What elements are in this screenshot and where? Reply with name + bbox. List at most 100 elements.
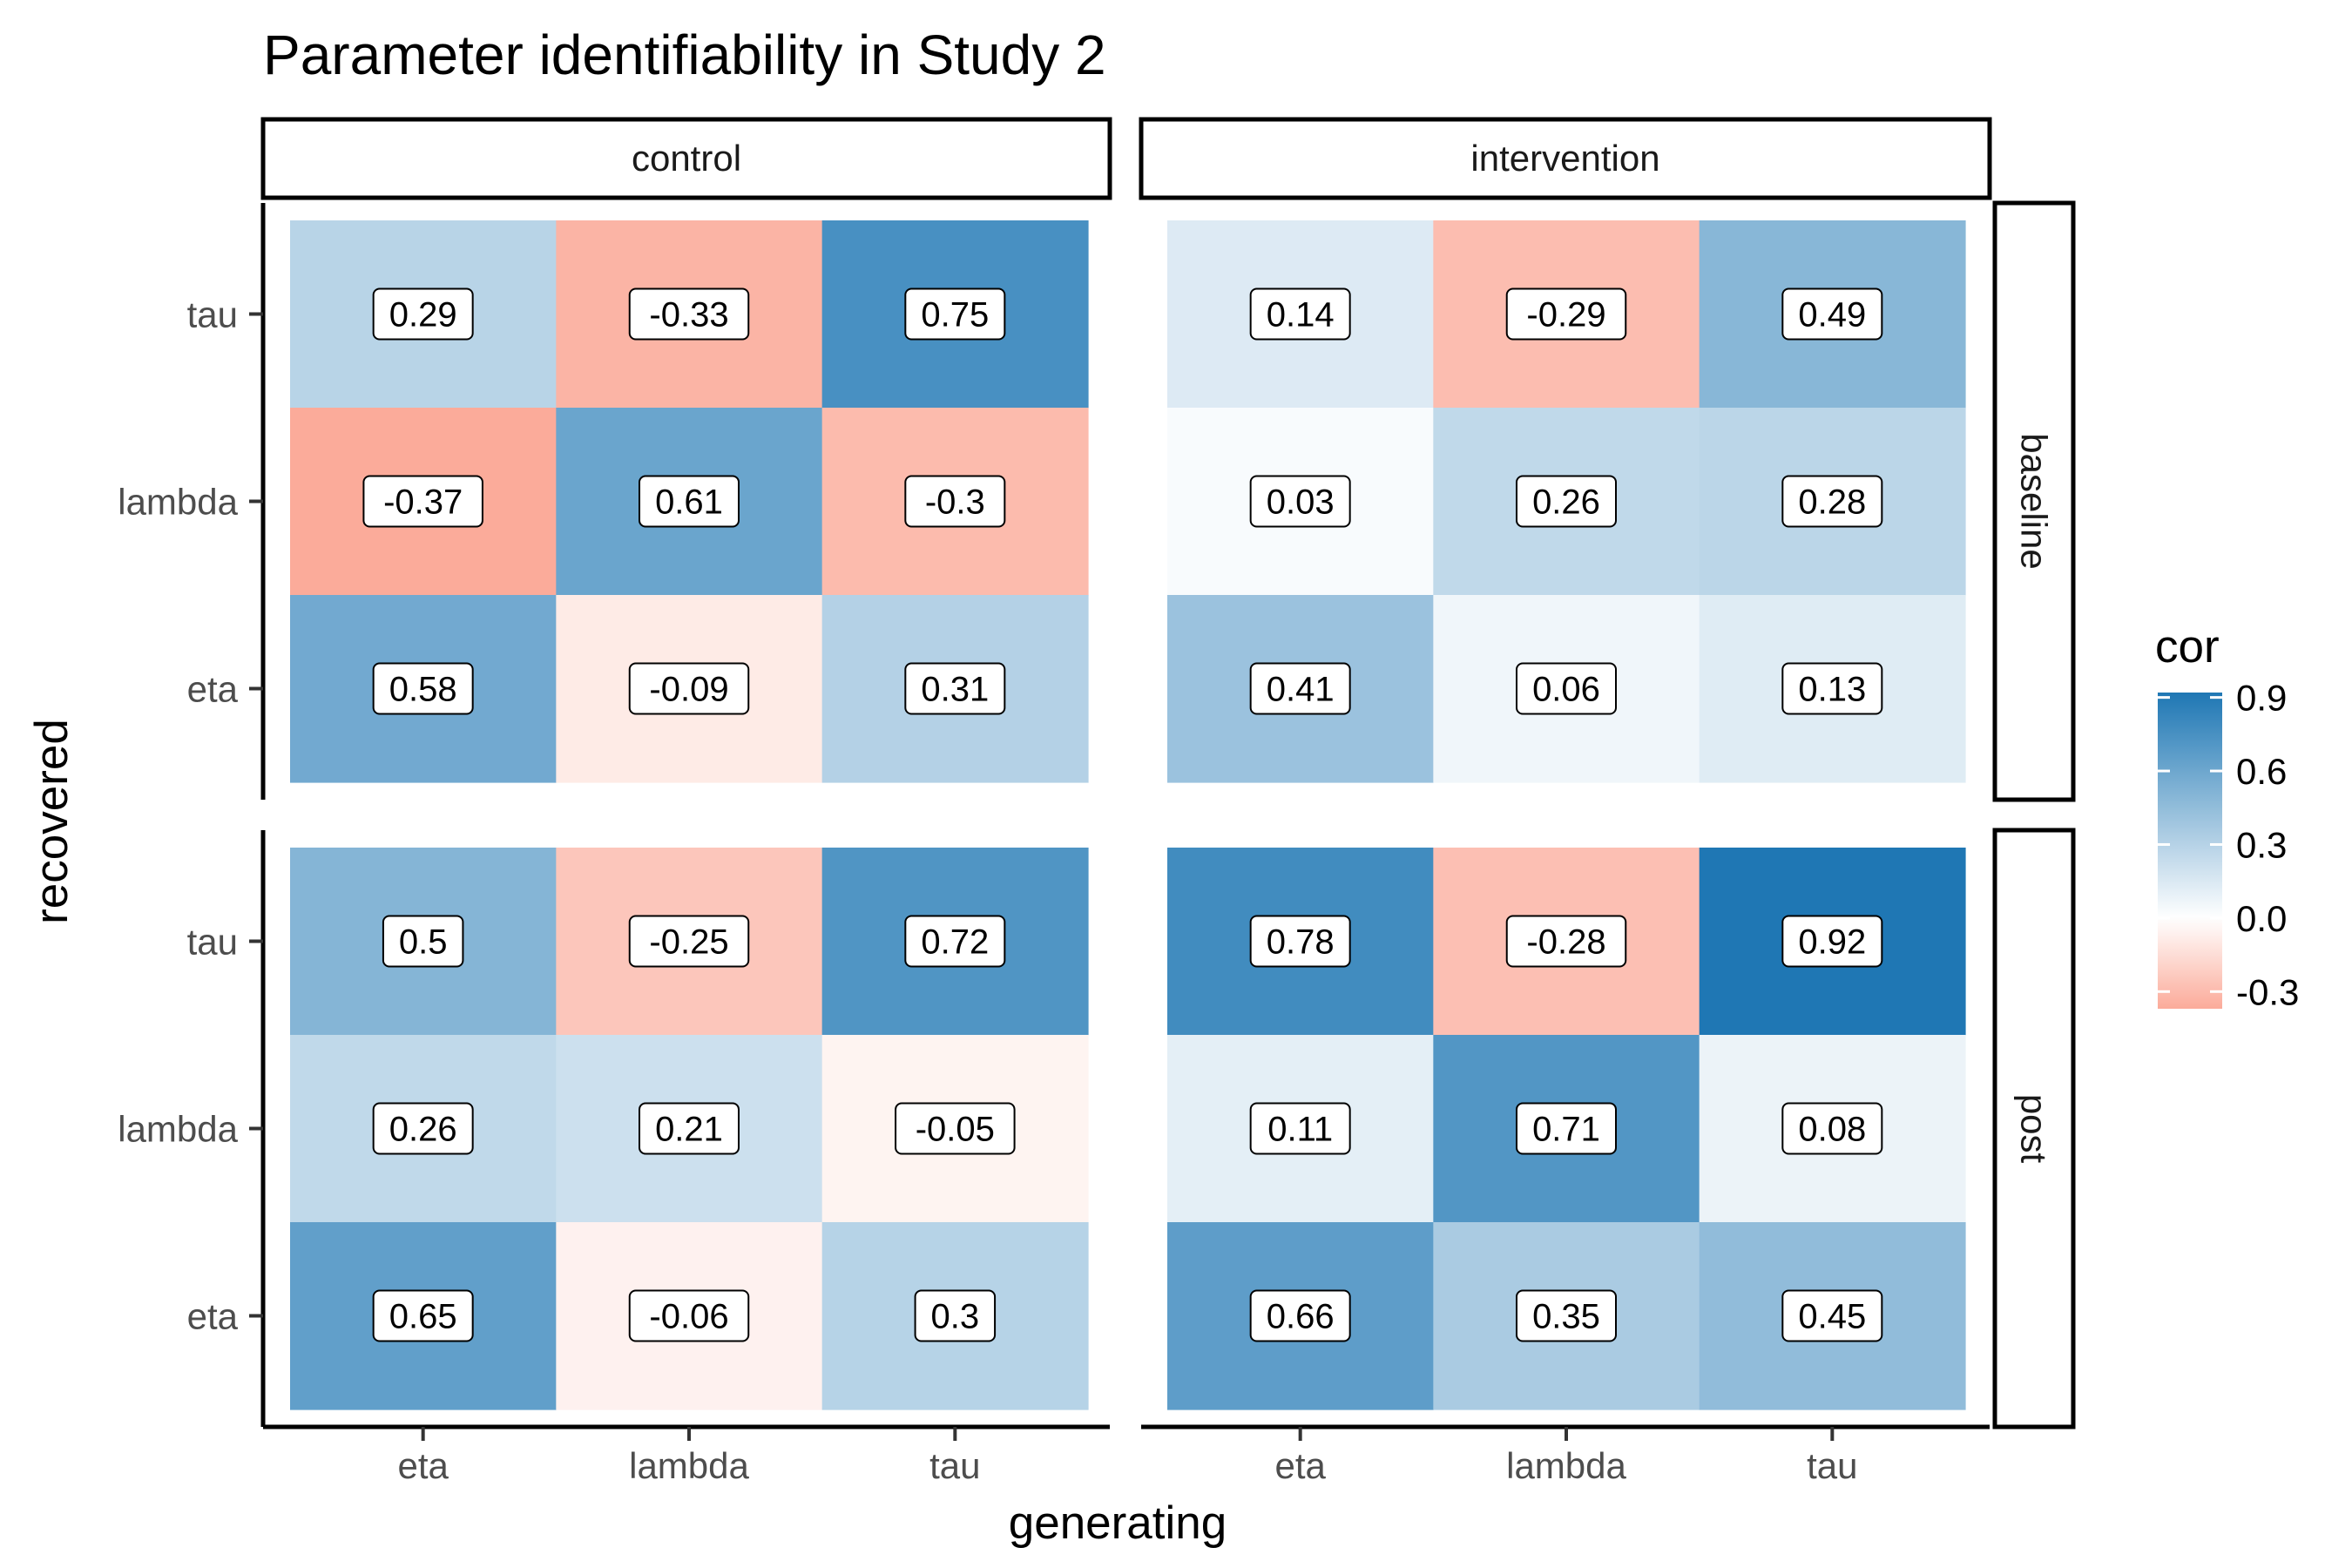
cell-label: 0.11 <box>1267 1111 1333 1149</box>
cell-label-box <box>1781 287 1883 341</box>
cell-label: 0.21 <box>655 1111 723 1149</box>
cell-label: 0.61 <box>655 483 723 522</box>
cell-label: 0.13 <box>1798 671 1866 709</box>
cell-label: -0.25 <box>649 923 728 962</box>
x-tick-label: tau <box>1807 1445 1857 1486</box>
cell-label-box <box>628 915 750 968</box>
y-tick-label: lambda <box>118 482 238 523</box>
cell-label: -0.05 <box>916 1111 995 1149</box>
panel-control-baseline: 0.29 -0.33 0.75 -0.37 0.61 -0.3 0.58 -0.09 0.31 <box>290 220 1089 783</box>
cell-label: 0.03 <box>1267 483 1335 522</box>
x-tick-label: eta <box>397 1445 449 1486</box>
cell-label: 0.29 <box>389 296 457 335</box>
chart-title: Parameter identifiability in Study 2 <box>263 24 1106 86</box>
strip-label-post: post <box>2014 1094 2055 1164</box>
cell-label: 0.58 <box>389 671 457 709</box>
cell-label: -0.28 <box>1526 923 1605 962</box>
x-tick-label: lambda <box>1506 1445 1626 1486</box>
cell-label-box <box>1249 915 1351 968</box>
legend-title: cor <box>2155 621 2220 672</box>
axes: eta lambda tau eta lambda tau eta lambda tau eta l… <box>118 203 1990 1486</box>
cell-label-box <box>895 1102 1016 1155</box>
cell-label-box <box>372 662 474 715</box>
cell-label-box <box>628 287 750 341</box>
cell-label-box <box>904 287 1006 341</box>
cell-label-box <box>1516 1289 1617 1342</box>
strip-box-intervention <box>1139 117 1992 200</box>
cell-label-box <box>628 662 750 715</box>
cell-label-box <box>1249 1102 1351 1155</box>
strip-box-control <box>260 117 1112 200</box>
cell-label-box <box>382 915 464 968</box>
y-tick-label: lambda <box>118 1109 238 1150</box>
cell-label-box <box>1505 915 1627 968</box>
y-tick-label: tau <box>187 922 238 963</box>
y-tick-label: eta <box>187 1296 239 1337</box>
cell-label: 0.45 <box>1798 1298 1866 1336</box>
cell-label: 0.35 <box>1532 1298 1600 1336</box>
cell-label-box <box>904 915 1006 968</box>
cell-label-box <box>1781 1289 1883 1342</box>
x-axis-title: generating <box>1009 1497 1227 1549</box>
cell-label-box <box>1781 1102 1883 1155</box>
legend-break-label: 0.0 <box>2236 898 2287 939</box>
cell-label: -0.29 <box>1526 296 1605 335</box>
cell-label-box <box>904 662 1006 715</box>
cell-label: 0.65 <box>389 1298 457 1336</box>
cell-label-box <box>639 1102 740 1155</box>
cell-label-box <box>1781 915 1883 968</box>
facet-strips: control intervention baseline post <box>260 117 2076 1429</box>
cell-label-box <box>372 1289 474 1342</box>
cell-label-box <box>1249 662 1351 715</box>
cell-label: 0.49 <box>1798 296 1866 335</box>
cell-label: 0.06 <box>1532 671 1600 709</box>
cell-label: 0.78 <box>1267 923 1335 962</box>
cell-label-box <box>1249 475 1351 528</box>
x-tick-label: eta <box>1274 1445 1326 1486</box>
cell-label: -0.3 <box>925 483 985 522</box>
cell-label: 0.72 <box>921 923 989 962</box>
cell-label: 0.26 <box>389 1111 457 1149</box>
legend-break-label: 0.6 <box>2236 751 2287 792</box>
strip-label-intervention: intervention <box>1470 138 1659 179</box>
cell-label: 0.92 <box>1798 923 1866 962</box>
legend-colorbar <box>2158 693 2222 1009</box>
y-tick-label: tau <box>187 294 238 335</box>
cell-label: 0.31 <box>921 671 989 709</box>
cell-label: 0.3 <box>931 1298 980 1336</box>
legend-break-label: 0.9 <box>2236 678 2287 719</box>
strip-box-post <box>1992 828 2076 1429</box>
panel-control-post: 0.5 -0.25 0.72 0.26 0.21 -0.05 0.65 -0.06 0.3 <box>290 848 1089 1410</box>
legend-break-label: 0.3 <box>2236 824 2287 865</box>
legend-break-label: -0.3 <box>2236 971 2299 1012</box>
cell-label: 0.75 <box>921 296 989 335</box>
cell-label-box <box>1249 287 1351 341</box>
strip-label-baseline: baseline <box>2014 433 2055 569</box>
panel-intervention-post: 0.78 -0.28 0.92 0.11 0.71 0.08 0.66 0.35 0.45 <box>1167 848 1966 1410</box>
cell-label-box <box>1516 475 1617 528</box>
cell-label-box <box>1516 662 1617 715</box>
cell-label: 0.5 <box>399 923 448 962</box>
cell-label: -0.06 <box>649 1298 728 1336</box>
cell-label-box <box>1249 1289 1351 1342</box>
cell-label-box <box>1505 287 1627 341</box>
color-legend: cor 0.9 0.6 0.3 0.0 -0.3 <box>2155 621 2299 1012</box>
facet-panels: 0.29 -0.33 0.75-0.37 0.61 -0.30.58 -0.09 0.310… <box>290 220 1966 1410</box>
panel-intervention-baseline: 0.14 -0.29 0.49 0.03 0.26 0.28 0.41 0.06 0.13 <box>1167 220 1966 783</box>
x-tick-label: tau <box>929 1445 980 1486</box>
cell-label: -0.09 <box>649 671 728 709</box>
cell-label-box <box>1516 1102 1617 1155</box>
cell-label-box <box>628 1289 750 1342</box>
cell-label-box <box>372 287 474 341</box>
cell-label-box <box>914 1289 997 1342</box>
strip-box-baseline <box>1992 200 2076 802</box>
cell-label: 0.08 <box>1798 1111 1866 1149</box>
x-tick-label: lambda <box>629 1445 749 1486</box>
cell-label: 0.14 <box>1267 296 1335 335</box>
y-tick-label: eta <box>187 669 239 710</box>
y-axis-title: recovered <box>26 719 78 924</box>
cell-label: 0.71 <box>1532 1111 1600 1149</box>
cell-label: -0.37 <box>383 483 463 522</box>
cell-label-box <box>372 1102 474 1155</box>
